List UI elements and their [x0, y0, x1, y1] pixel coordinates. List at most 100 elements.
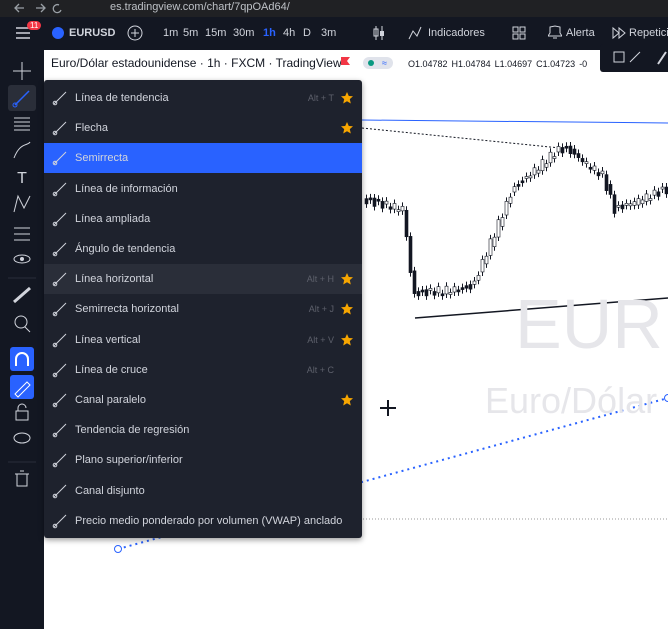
- item-label: Línea horizontal: [75, 273, 153, 285]
- item-label: Línea de cruce: [75, 364, 148, 376]
- candle-body: [553, 157, 556, 159]
- replay[interactable]: Repetici: [629, 27, 668, 39]
- candle-body: [517, 184, 520, 186]
- favorite-star[interactable]: [341, 303, 353, 315]
- menu-item[interactable]: Línea de tendencia Alt + T: [44, 83, 362, 113]
- symbol[interactable]: EURUSD: [69, 27, 115, 39]
- candle-body: [493, 237, 496, 246]
- favorite-star[interactable]: [341, 394, 353, 406]
- candle-body: [429, 288, 432, 290]
- candle-body: [385, 201, 388, 204]
- candle-body: [433, 291, 436, 295]
- candle-body: [501, 218, 504, 227]
- item-label: Línea de tendencia: [75, 92, 169, 104]
- item-label: Semirrecta horizontal: [75, 303, 179, 315]
- candle-body: [457, 290, 460, 292]
- item-shortcut: Alt + C: [307, 365, 334, 375]
- candle-body: [589, 167, 592, 169]
- top-toolbar: 11 EURUSD Indicadores Alerta Repetici 1m…: [0, 17, 668, 50]
- menu-item[interactable]: Precio medio ponderado por volumen (VWAP…: [44, 506, 362, 536]
- candle-body: [397, 210, 400, 212]
- chart-type[interactable]: [372, 25, 386, 41]
- item-shortcut: Alt + T: [308, 93, 334, 103]
- candle-body: [541, 160, 544, 171]
- star-shape: [341, 334, 353, 346]
- item-label: Tendencia de regresión: [75, 424, 189, 436]
- menu-item[interactable]: Ángulo de tendencia: [44, 234, 362, 264]
- candle-body: [377, 199, 380, 201]
- watermark-name: Euro/Dólar: [485, 380, 657, 421]
- item-icon: [52, 513, 68, 529]
- indicators[interactable]: Indicadores: [428, 27, 485, 39]
- item-label: Línea de información: [75, 183, 178, 195]
- menu-item[interactable]: Línea de cruce Alt + C: [44, 355, 362, 385]
- candle-body: [465, 286, 468, 289]
- menu-item[interactable]: Flecha: [44, 113, 362, 143]
- candle-body: [629, 204, 632, 206]
- candle-body: [617, 205, 620, 207]
- interval[interactable]: D: [303, 27, 311, 39]
- item-icon: [52, 332, 68, 348]
- item-label: Ángulo de tendencia: [75, 243, 175, 255]
- watermark-symbol: EURUSD: [515, 285, 668, 363]
- indicators-icon: [408, 26, 422, 40]
- menu-item[interactable]: Tendencia de regresión: [44, 415, 362, 445]
- candle-body: [405, 210, 408, 236]
- item-icon: [52, 241, 68, 257]
- interval[interactable]: 4h: [283, 27, 295, 39]
- menu-item[interactable]: Plano superior/inferior: [44, 445, 362, 475]
- alert[interactable]: Alerta: [566, 27, 595, 39]
- item-label: Canal paralelo: [75, 394, 146, 406]
- item-icon: [52, 301, 68, 317]
- favorite-star[interactable]: [341, 273, 353, 285]
- item-icon: [52, 392, 68, 408]
- candle-body: [425, 290, 428, 296]
- candle-body: [657, 192, 660, 197]
- icon-line: [54, 303, 66, 315]
- menu-item[interactable]: Canal paralelo: [44, 385, 362, 415]
- interval[interactable]: 15m: [205, 27, 226, 39]
- left-tools: T: [0, 50, 44, 629]
- item-label: Precio medio ponderado por volumen (VWAP…: [75, 515, 342, 527]
- candle-body: [409, 236, 412, 272]
- candle-body: [461, 288, 464, 290]
- floating-toolbar: [600, 44, 668, 72]
- candle-body: [365, 199, 368, 204]
- star-shape: [341, 273, 353, 285]
- interval[interactable]: 1h: [263, 27, 276, 39]
- interval[interactable]: 3m: [321, 27, 336, 39]
- candle-body: [417, 291, 420, 295]
- candle-body: [597, 173, 600, 176]
- menu-item[interactable]: Línea de información: [44, 174, 362, 204]
- item-label: Plano superior/inferior: [75, 454, 183, 466]
- candle-body: [645, 194, 648, 201]
- icon-line: [54, 364, 66, 376]
- icon-line: [54, 243, 66, 255]
- favorite-star[interactable]: [341, 122, 353, 134]
- favorite-star[interactable]: [341, 92, 353, 104]
- menu-item[interactable]: Canal disjunto: [44, 476, 362, 506]
- item-icon: [52, 483, 68, 499]
- interval[interactable]: 5m: [183, 27, 198, 39]
- icon-line: [54, 273, 66, 285]
- interval[interactable]: 1m: [163, 27, 178, 39]
- favorite-star[interactable]: [341, 334, 353, 346]
- replay-icon: [612, 26, 626, 40]
- menu-item[interactable]: Línea ampliada: [44, 204, 362, 234]
- candle-body: [625, 203, 628, 205]
- interval[interactable]: 30m: [233, 27, 254, 39]
- candle-body: [485, 256, 488, 264]
- item-icon: [52, 271, 68, 287]
- candle-body: [525, 176, 528, 178]
- add-symbol[interactable]: [127, 25, 143, 41]
- icon-line: [54, 394, 66, 406]
- layouts[interactable]: [512, 26, 526, 40]
- candle-body: [393, 203, 396, 209]
- item-icon: [52, 452, 68, 468]
- menu-item[interactable]: Semirrecta: [44, 143, 362, 173]
- url[interactable]: es.tradingview.com/chart/7qpOAd64/: [110, 1, 290, 13]
